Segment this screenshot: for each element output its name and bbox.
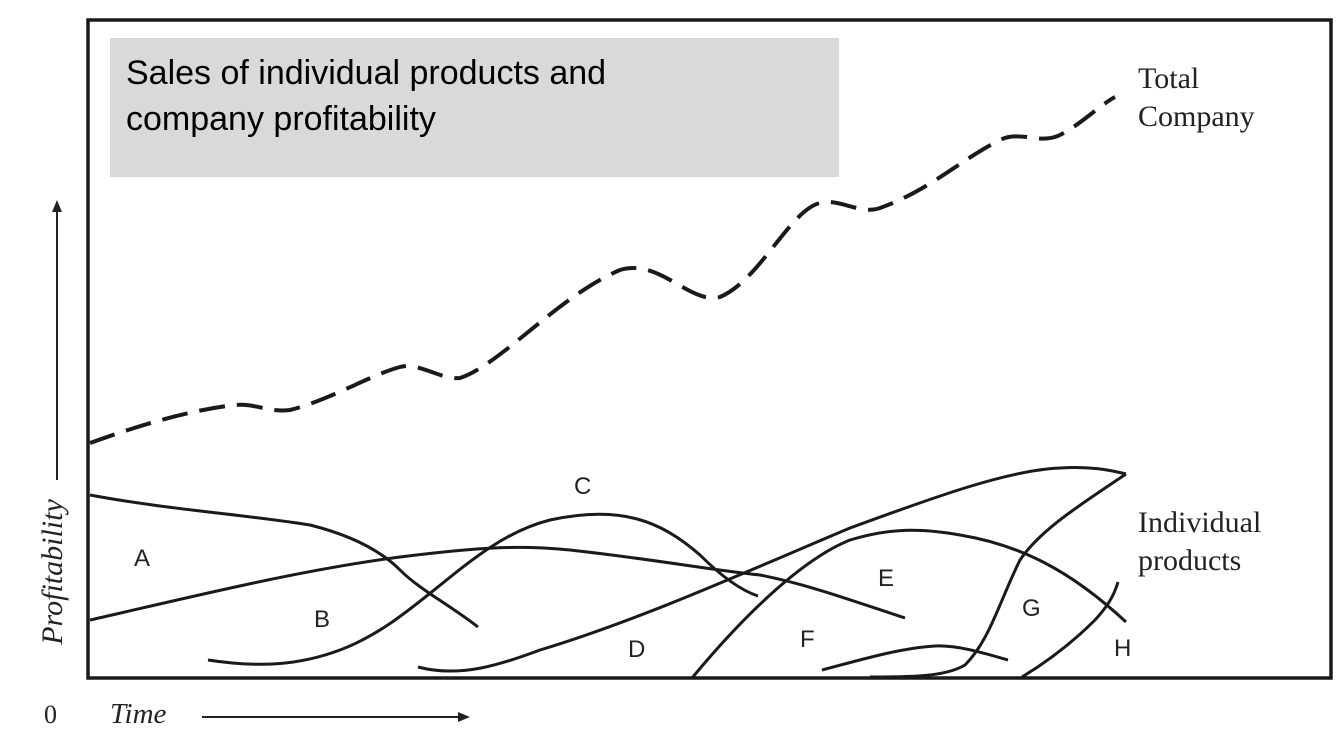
curve-label-e: E: [878, 565, 894, 592]
curve-h: [1021, 581, 1120, 679]
curve-label-d: D: [628, 636, 645, 663]
curve-a: [89, 493, 479, 629]
curve-label-f: F: [800, 626, 815, 653]
curve-b: [89, 545, 906, 622]
title-line-2: company profitability: [126, 100, 436, 138]
curve-c: [207, 512, 759, 666]
curve-label-c: C: [574, 473, 591, 500]
curve-label-g: G: [1022, 595, 1041, 622]
curve-label-h: H: [1114, 635, 1131, 662]
total-company-label-line1: Total: [1138, 62, 1199, 95]
y-axis-label: Profitability: [36, 499, 69, 646]
x-axis-label: Time: [110, 698, 167, 730]
curve-label-a: A: [134, 545, 150, 572]
title-line-1: Sales of individual products and: [126, 54, 607, 92]
curve-e: [690, 528, 1128, 679]
curve-g: [869, 472, 1127, 679]
total-company-curve: [89, 95, 1116, 445]
curve-d: [417, 465, 1127, 673]
curve-label-b: B: [314, 606, 330, 633]
title-box: Sales of individual products and company…: [110, 38, 839, 177]
total-company-label-line2: Company: [1138, 100, 1255, 133]
curve-f: [821, 644, 1009, 672]
x-axis-arrowhead: [458, 712, 470, 722]
origin-label: 0: [44, 700, 57, 729]
individual-products-label-line2: products: [1138, 544, 1241, 577]
y-axis-arrowhead: [52, 200, 62, 212]
plot-frame: [86, 18, 1333, 680]
individual-products-label-line1: Individual: [1138, 506, 1261, 539]
